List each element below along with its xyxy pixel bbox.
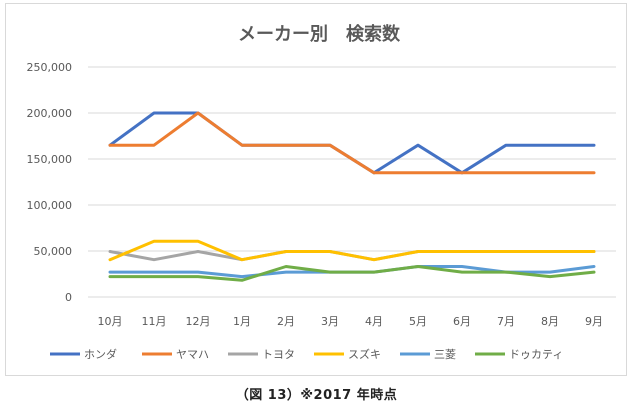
series-lines bbox=[108, 111, 596, 282]
legend-label: トヨタ bbox=[262, 348, 295, 361]
x-tick-label: 4月 bbox=[365, 315, 383, 328]
x-tick-label: 8月 bbox=[541, 315, 559, 328]
legend-label: ドゥカティ bbox=[509, 348, 563, 361]
x-tick-label: 2月 bbox=[277, 315, 295, 328]
series-line-3 bbox=[108, 239, 596, 262]
y-tick-label: 100,000 bbox=[27, 199, 73, 212]
series-line-1 bbox=[108, 111, 596, 175]
y-tick-label: 250,000 bbox=[27, 61, 73, 74]
legend-label: スズキ bbox=[348, 347, 381, 361]
x-axis-tick-labels: 10月 11月 12月 1月 2月 3月 4月 5月 6月 7月 8月 9月 bbox=[98, 315, 604, 328]
y-axis-tick-labels: 0 50,000 100,000 150,000 200,000 250,000 bbox=[27, 61, 73, 304]
figure-caption: （図 13）※2017 年時点 bbox=[235, 388, 398, 403]
y-tick-label: 150,000 bbox=[27, 153, 73, 166]
x-tick-label: 7月 bbox=[497, 315, 515, 328]
legend: ホンダ ヤマハ トヨタ スズキ 三菱 ドゥカティ bbox=[50, 347, 563, 361]
x-tick-label: 11月 bbox=[142, 315, 167, 328]
x-tick-label: 1月 bbox=[233, 315, 251, 328]
x-tick-label: 9月 bbox=[585, 315, 603, 328]
legend-label: ホンダ bbox=[84, 347, 117, 361]
chart-title: メーカー別 検索数 bbox=[238, 23, 401, 45]
chart-frame: メーカー別 検索数 0 50,000 100,000 150,000 200,000 25… bbox=[5, 3, 627, 376]
legend-label: ヤマハ bbox=[176, 348, 209, 361]
gridlines bbox=[88, 66, 616, 298]
y-tick-label: 50,000 bbox=[34, 245, 73, 258]
x-tick-label: 12月 bbox=[186, 315, 211, 328]
series-line-5 bbox=[108, 265, 596, 282]
series-line-0 bbox=[108, 111, 596, 175]
line-chart: メーカー別 検索数 0 50,000 100,000 150,000 200,000 25… bbox=[27, 23, 616, 361]
x-tick-label: 6月 bbox=[453, 315, 471, 328]
legend-label: 三菱 bbox=[434, 348, 456, 361]
x-tick-label: 3月 bbox=[321, 315, 339, 328]
y-tick-label: 0 bbox=[65, 291, 72, 304]
x-tick-label: 10月 bbox=[98, 315, 123, 328]
y-tick-label: 200,000 bbox=[27, 107, 73, 120]
x-tick-label: 5月 bbox=[409, 315, 427, 328]
